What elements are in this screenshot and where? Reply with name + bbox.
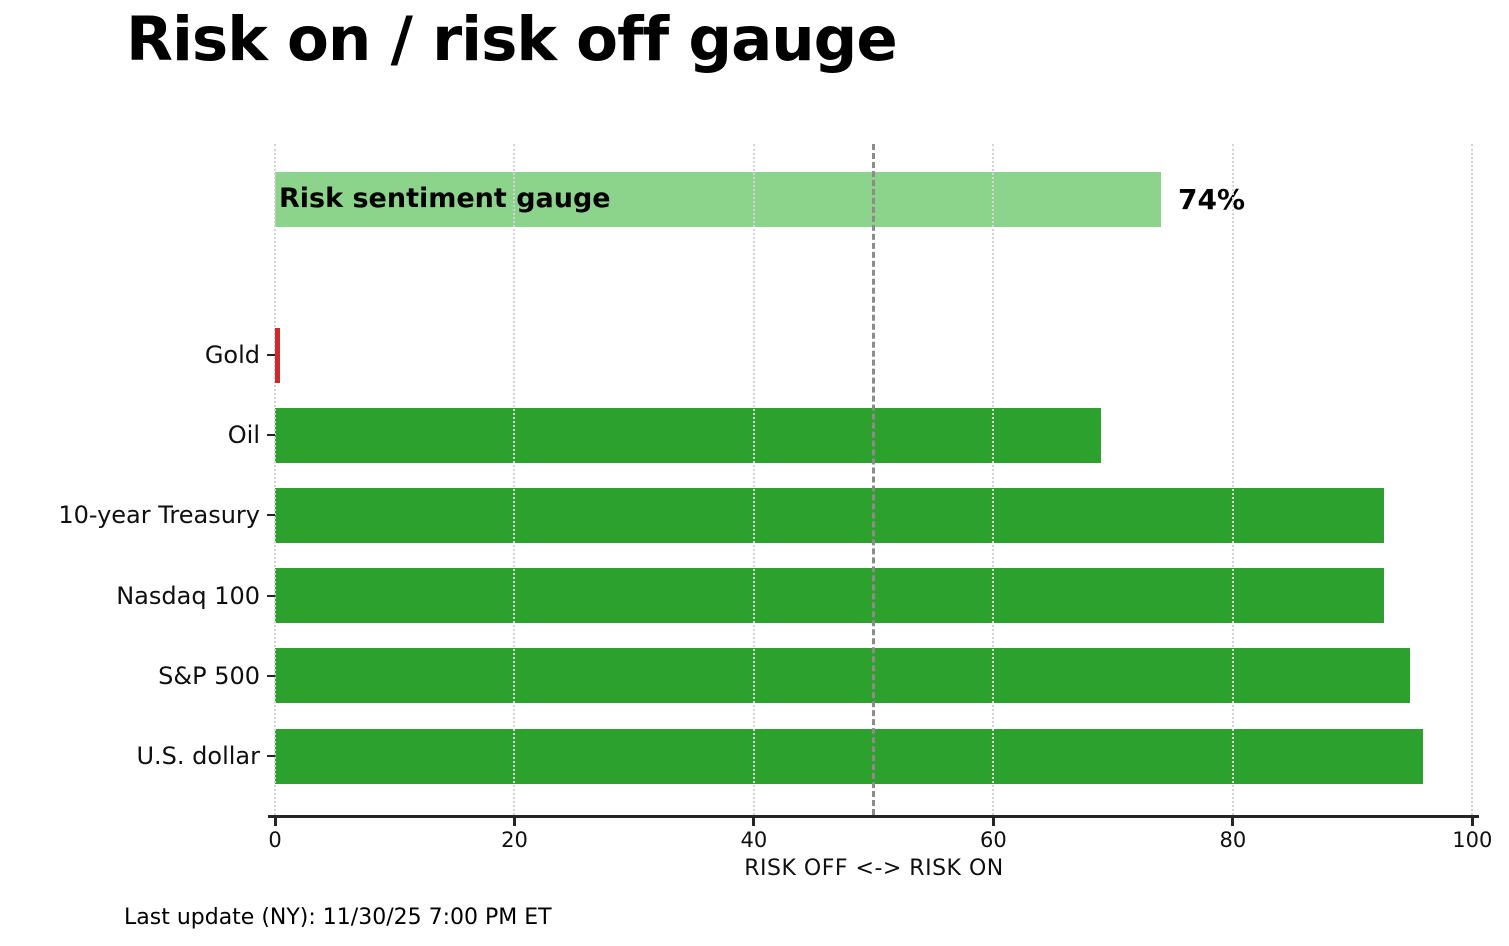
category-label-10-year-treasury: 10-year Treasury [58, 501, 260, 530]
gridline-100 [1471, 144, 1474, 815]
x-tick-label-0: 0 [268, 828, 282, 852]
x-axis-label: RISK OFF <-> RISK ON [744, 856, 1004, 881]
y-axis-category-labels: Gold Oil 10-year Treasury Nasdaq 100 S&P 500… [0, 0, 260, 946]
gauge-bar-label: Risk sentiment gauge [279, 183, 611, 214]
chart-title: Risk on / risk off gauge [126, 4, 898, 75]
y-tick-10-year-treasury [267, 514, 275, 517]
gridline-0 [274, 144, 276, 815]
last-update-note: Last update (NY): 11/30/25 7:00 PM ET [124, 905, 552, 930]
gridline-60 [992, 144, 995, 815]
plot-area: 0 20 40 60 80 100 [267, 144, 1492, 852]
x-tick-label-80: 80 [1219, 828, 1247, 852]
x-tick-80 [1231, 817, 1235, 826]
x-tick-label-40: 40 [740, 828, 768, 852]
bar-s-p-500 [275, 648, 1411, 704]
x-tick-40 [752, 817, 756, 826]
bar-gold [275, 327, 280, 383]
category-label-s-p-500: S&P 500 [158, 661, 260, 690]
y-tick-nasdaq-100 [267, 594, 275, 597]
gridline-80 [1231, 144, 1234, 815]
x-tick-label-60: 60 [980, 828, 1007, 852]
x-axis-line [268, 815, 1480, 818]
category-label-nasdaq-100: Nasdaq 100 [116, 581, 260, 610]
x-tick-60 [991, 817, 995, 826]
bar-oil [275, 407, 1102, 463]
gridline-40 [752, 144, 755, 815]
category-label-oil: Oil [227, 421, 260, 450]
y-tick-u-s-dollar [267, 755, 275, 757]
y-tick-gold [267, 354, 275, 356]
gridline-20 [513, 144, 516, 815]
x-tick-label-100: 100 [1452, 828, 1493, 852]
y-tick-oil [267, 434, 275, 437]
category-label-u-s-dollar: U.S. dollar [136, 742, 260, 770]
bar-10-year-treasury [275, 487, 1384, 543]
y-tick-s-p-500 [267, 674, 275, 677]
x-tick-0 [273, 817, 277, 826]
category-label-gold: Gold [204, 341, 260, 369]
bar-nasdaq-100 [275, 568, 1384, 624]
gauge-value-label: 74% [1178, 183, 1246, 216]
bar-risk-sentiment-gauge [275, 171, 1161, 227]
midline-50 [872, 144, 876, 815]
x-tick-label-20: 20 [501, 828, 528, 852]
x-tick-100 [1470, 817, 1474, 826]
x-tick-20 [512, 817, 516, 826]
bar-u-s-dollar [275, 728, 1424, 784]
